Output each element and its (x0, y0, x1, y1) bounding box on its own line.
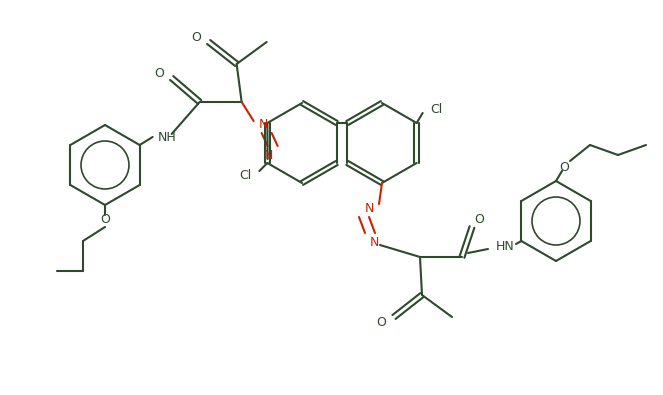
Text: O: O (559, 160, 569, 173)
Text: N: N (259, 117, 269, 130)
Text: O: O (376, 316, 386, 329)
Text: N: N (369, 235, 379, 248)
Text: N: N (264, 149, 273, 162)
Text: O: O (154, 66, 164, 79)
Text: O: O (474, 213, 484, 226)
Text: NH: NH (158, 130, 176, 143)
Text: Cl: Cl (431, 102, 443, 115)
Text: Cl: Cl (239, 169, 251, 181)
Text: N: N (364, 201, 374, 214)
Text: O: O (100, 213, 110, 226)
Text: HN: HN (496, 239, 514, 252)
Text: O: O (191, 30, 201, 43)
